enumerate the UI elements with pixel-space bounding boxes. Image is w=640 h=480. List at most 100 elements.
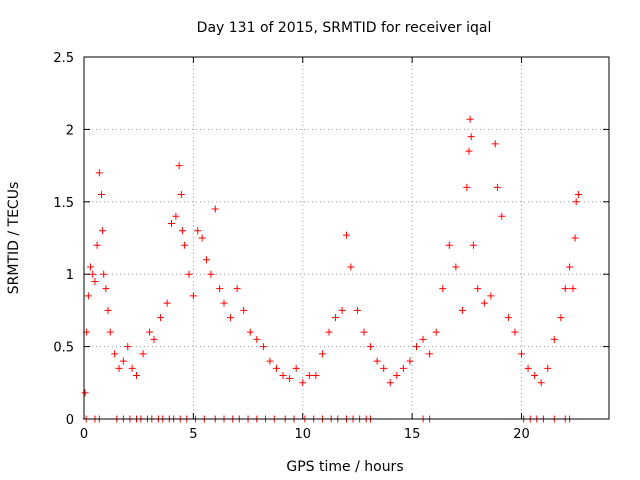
data-point: [220, 299, 228, 307]
x-tick-label: 15: [404, 427, 421, 442]
data-point: [487, 292, 495, 300]
y-tick-label: 2: [66, 123, 74, 138]
data-point: [325, 328, 333, 336]
data-point: [399, 364, 407, 372]
data-point: [84, 292, 92, 300]
data-point: [458, 306, 466, 314]
data-point: [240, 306, 248, 314]
data-point: [100, 270, 108, 278]
data-point: [531, 372, 539, 380]
data-point: [518, 350, 525, 358]
data-point: [445, 241, 453, 249]
data-point: [93, 241, 101, 249]
data-point: [469, 241, 477, 249]
data-point: [233, 285, 241, 293]
data-point: [452, 263, 460, 271]
data-point: [318, 350, 326, 358]
data-point: [279, 372, 287, 380]
data-point: [504, 314, 512, 322]
data-point: [106, 328, 114, 336]
data-point: [273, 364, 280, 372]
data-point: [91, 277, 99, 285]
data-point: [157, 314, 165, 322]
data-point: [266, 357, 274, 365]
data-point: [480, 299, 488, 307]
data-point: [367, 343, 375, 351]
data-point: [216, 285, 224, 293]
data-point: [474, 285, 482, 293]
x-tick-label: 10: [294, 427, 311, 442]
data-point: [227, 314, 235, 322]
data-point: [253, 335, 261, 343]
data-point: [203, 256, 210, 264]
plot-frame: [83, 56, 610, 420]
data-point: [305, 372, 313, 380]
data-point: [124, 343, 132, 351]
data-point: [111, 350, 119, 358]
data-point: [185, 270, 193, 278]
data-point: [194, 227, 202, 235]
data-point: [115, 364, 123, 372]
data-point: [98, 191, 105, 199]
data-point: [572, 198, 580, 206]
data-point: [178, 227, 186, 235]
data-point: [343, 231, 350, 239]
data-point: [338, 306, 346, 314]
data-point: [172, 212, 180, 220]
data-point: [566, 263, 574, 271]
data-point: [133, 372, 140, 380]
data-point: [292, 364, 300, 372]
data-point: [99, 227, 107, 235]
data-point: [95, 169, 103, 177]
data-point: [299, 379, 307, 387]
data-point: [286, 374, 294, 382]
data-point: [259, 343, 267, 351]
data-point: [198, 234, 206, 242]
data-point: [571, 234, 579, 242]
data-point: [465, 147, 473, 155]
y-tick-label: 1.5: [53, 196, 74, 211]
data-point: [89, 270, 97, 278]
data-point: [353, 306, 361, 314]
data-point: [119, 357, 127, 365]
data-point: [413, 343, 420, 351]
data-point: [557, 314, 565, 322]
data-point: [146, 328, 154, 336]
data-point: [406, 357, 414, 365]
data-point: [393, 372, 401, 380]
data-point: [498, 212, 506, 220]
data-point: [175, 162, 183, 170]
data-point: [87, 263, 95, 271]
data-point: [419, 335, 427, 343]
data-point: [439, 285, 447, 293]
data-point: [550, 335, 558, 343]
data-point: [373, 357, 381, 365]
data-point: [569, 285, 577, 293]
x-tick-label: 20: [513, 427, 530, 442]
data-point: [432, 328, 440, 336]
data-point: [426, 350, 434, 358]
data-point: [211, 205, 219, 213]
y-tick-label: 1: [66, 268, 74, 283]
data-point: [168, 220, 175, 228]
data-point: [177, 191, 185, 199]
chart-title: Day 131 of 2015, SRMTID for receiver iqa…: [197, 20, 492, 36]
data-point: [332, 314, 340, 322]
data-point: [574, 191, 582, 199]
data-point: [181, 241, 189, 249]
y-tick-label: 0.5: [53, 341, 74, 356]
data-point: [466, 115, 474, 123]
data-point: [104, 306, 112, 314]
data-point: [561, 285, 569, 293]
data-point: [493, 183, 501, 191]
data-point: [463, 183, 471, 191]
y-axis-label: SRMTID / TECUs: [6, 182, 22, 295]
data-point: [380, 364, 388, 372]
data-point: [102, 285, 110, 293]
data-point: [524, 364, 532, 372]
data-point: [207, 270, 215, 278]
ticks: 0 5 10 15 20 0 0.5 1 1.5 2 2.5: [53, 51, 609, 442]
y-tick-label: 0: [66, 413, 74, 428]
